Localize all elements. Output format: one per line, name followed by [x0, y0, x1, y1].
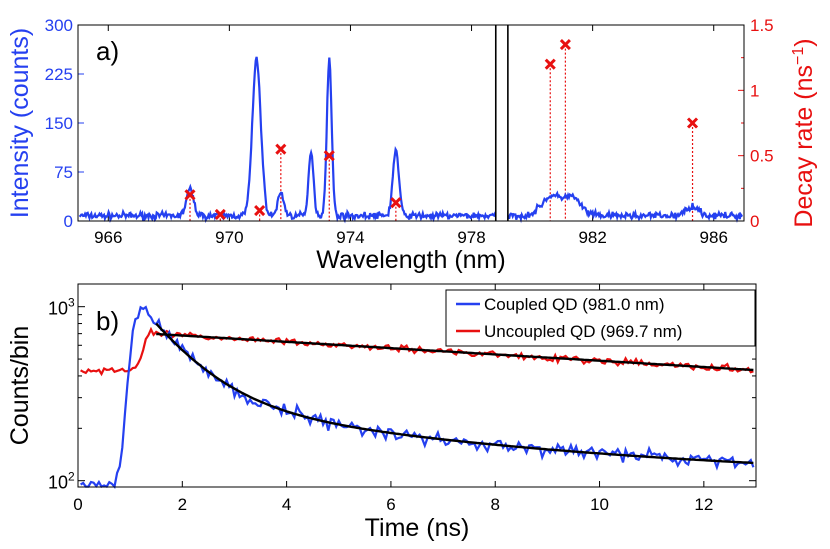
decay-marker-stroke: [254, 204, 266, 217]
y-tick-base: 10: [48, 299, 68, 319]
decay-marker: [254, 204, 266, 217]
y-left-tick-label: 150: [45, 114, 73, 133]
decay-marker-stroke: [323, 150, 335, 162]
x-tick-label: 0: [73, 495, 82, 514]
decay-marker: [275, 143, 287, 155]
x-tick-label: 978: [457, 228, 485, 247]
decay-marker-stroke: [559, 39, 571, 51]
x-tick-label: 8: [490, 495, 499, 514]
panel-b-x-ticks: 0 2 4 6 8 10 12: [73, 284, 713, 514]
right-label-superscript: −1: [790, 47, 807, 65]
x-tick-label: 974: [336, 228, 364, 247]
x-tick-label: 6: [386, 495, 395, 514]
panel-b-x-label: Time (ns): [365, 514, 470, 542]
panel-b-frame: [77, 283, 757, 488]
panel-a-y-label-right: Decay rate (ns−1): [790, 38, 818, 227]
decay-marker: [544, 58, 556, 70]
y-tick-exponent: 3: [68, 296, 75, 310]
y-right-tick-label: 0.5: [750, 147, 774, 166]
y-left-tick-label: 0: [64, 212, 73, 231]
decay-marker: [184, 189, 196, 201]
panel-a-right-ticks: 0 0.5 1 1.5: [738, 16, 774, 231]
decay-marker-stroke: [184, 189, 196, 201]
y-tick-exponent: 2: [68, 470, 75, 484]
y-right-tick-label: 0: [750, 212, 759, 231]
spectrum-line: [78, 56, 743, 224]
decay-marker-stroke: [214, 208, 226, 221]
y-right-tick-label: 1.5: [750, 16, 774, 35]
coupled-fit-line: [155, 322, 754, 465]
y-tick-base: 10: [48, 473, 68, 493]
x-tick-label: 966: [94, 228, 122, 247]
legend: Coupled QD (981.0 nm) Uncoupled QD (969.…: [445, 289, 756, 347]
decay-marker-stroke: [390, 197, 402, 209]
y-left-tick-label: 300: [45, 16, 73, 35]
decay-marker: [686, 117, 699, 129]
uncoupled-fit-line: [156, 332, 754, 372]
y-right-tick-label: 1: [750, 81, 759, 100]
x-tick-label: 970: [215, 228, 243, 247]
x-tick-label: 12: [694, 495, 713, 514]
right-label-text: Decay rate (ns: [790, 65, 818, 228]
y-left-tick-label: 225: [45, 65, 73, 84]
decay-marker: [559, 39, 571, 51]
panel-a-x-label: Wavelength (nm): [316, 246, 505, 274]
panel-b-label: b): [96, 306, 119, 336]
decay-marker-stroke: [275, 143, 287, 155]
x-tick-label: 982: [578, 228, 606, 247]
panel-a-y-label-left: Intensity (counts): [6, 28, 34, 218]
decay-marker: [323, 150, 335, 162]
right-label-close: ): [790, 38, 818, 46]
y-tick-label: 103: [48, 296, 75, 319]
panel-a-decay-markers: [184, 39, 699, 221]
panel-a-label: a): [96, 36, 119, 66]
panel-a-x-ticks: 966 970 974 978 982 986: [94, 25, 728, 247]
panel-a-frame: [77, 24, 745, 222]
decay-marker-stroke: [544, 58, 556, 70]
panel-a: 966 970 974 978 982 986 0 75 150 225 300 0 0.5 1 1.5…: [6, 16, 818, 274]
decay-marker-stroke: [686, 117, 699, 129]
panel-b-y-label: Counts/bin: [6, 326, 34, 446]
y-left-tick-label: 75: [54, 163, 73, 182]
decay-marker: [390, 197, 402, 209]
y-tick-label: 102: [48, 470, 75, 493]
axis-break-gap: [495, 26, 508, 220]
legend-entry-coupled: Coupled QD (981.0 nm): [484, 295, 664, 314]
x-tick-label: 986: [700, 228, 728, 247]
x-tick-label: 2: [178, 495, 187, 514]
legend-box: [445, 289, 756, 347]
x-tick-label: 10: [590, 495, 609, 514]
legend-entry-uncoupled: Uncoupled QD (969.7 nm): [484, 322, 682, 341]
x-tick-label: 4: [282, 495, 291, 514]
decay-marker: [214, 208, 226, 221]
